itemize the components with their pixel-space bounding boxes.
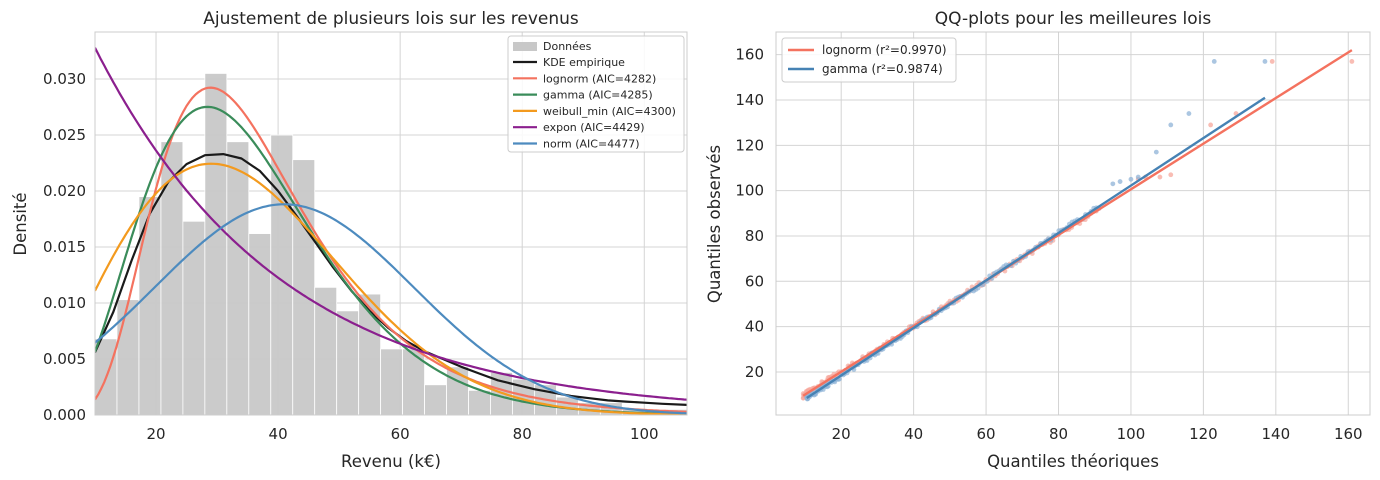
histogram-bar	[336, 310, 360, 416]
legend-label-norm: norm (AIC=4477)	[543, 138, 640, 151]
histogram-bar	[314, 286, 338, 416]
histogram-bar	[248, 233, 272, 416]
right-y-tick-label: 160	[735, 46, 764, 64]
left-x-tick-label: 60	[391, 425, 410, 443]
qq-point	[1211, 59, 1217, 64]
curve-lognorm	[95, 86, 687, 413]
qq-line-lognorm	[802, 49, 1353, 397]
legend-label-lognorm: lognorm (AIC=4282)	[543, 72, 656, 85]
right-reference-lines	[802, 49, 1353, 400]
legend-label-gamma: gamma (AIC=4285)	[543, 89, 653, 102]
qq-point	[1128, 176, 1134, 182]
right-chart-title: QQ-plots pour les meilleures lois	[935, 9, 1212, 29]
right-legend-label: gamma (r²=0.9874)	[822, 62, 943, 76]
right-y-axis-label: Quantiles observés	[705, 145, 724, 303]
histogram-bar	[138, 196, 162, 416]
histogram-bar	[204, 73, 228, 416]
qq-point	[1135, 174, 1141, 180]
left-x-tick-label: 100	[630, 425, 659, 443]
right-y-ticks: 20 40 60 80 100 120 140 160	[735, 46, 764, 381]
left-x-axis-label: Revenu (k€)	[341, 452, 441, 471]
right-x-tick-label: 120	[1189, 425, 1218, 443]
curve-expon	[95, 47, 687, 401]
right-axes-frame	[775, 31, 1371, 416]
legend-label-donnees: Données	[543, 40, 592, 53]
qq-line-gamma	[806, 96, 1266, 400]
qq-point	[1349, 59, 1355, 64]
curve-weibull	[95, 162, 687, 415]
left-axes-frame	[94, 31, 688, 416]
legend-label-expon: expon (AIC=4429)	[543, 121, 645, 134]
right-x-tick-label: 20	[832, 425, 851, 443]
qq-point	[1208, 122, 1214, 128]
left-y-tick-label: 0.025	[43, 126, 86, 144]
histogram-bar	[116, 299, 140, 416]
left-y-ticks: 0.000 0.005 0.010 0.015 0.020 0.025 0.030	[43, 70, 86, 424]
right-x-tick-label: 40	[904, 425, 923, 443]
left-chart: Ajustement de plusieurs lois sur les rev…	[11, 9, 688, 471]
histogram-bar	[468, 389, 491, 416]
left-y-tick-label: 0.010	[43, 294, 86, 312]
legend-swatch-donnees	[513, 42, 537, 51]
histogram-bar	[226, 141, 250, 416]
right-y-tick-label: 40	[745, 318, 764, 336]
right-y-tick-label: 140	[735, 91, 764, 109]
right-grid	[776, 32, 1370, 415]
qq-point	[1186, 111, 1192, 116]
left-x-tick-label: 20	[146, 425, 165, 443]
right-legend: lognorm (r²=0.9970) gamma (r²=0.9874)	[781, 37, 957, 83]
right-x-tick-label: 100	[1117, 425, 1146, 443]
right-x-tick-label: 80	[1049, 425, 1068, 443]
left-y-tick-label: 0.020	[43, 182, 86, 200]
right-y-tick-label: 60	[745, 272, 764, 290]
qq-point	[1168, 172, 1174, 178]
legend-label-kde: KDE empirique	[543, 56, 625, 69]
right-legend-box	[781, 37, 957, 83]
qq-point	[1262, 59, 1268, 64]
left-y-axis-label: Densité	[11, 192, 30, 255]
right-y-tick-label: 80	[745, 227, 764, 245]
left-legend-box	[507, 35, 685, 153]
qq-point	[1117, 179, 1123, 184]
right-y-tick-label: 100	[735, 182, 764, 200]
qq-point	[1269, 59, 1275, 64]
left-chart-title: Ajustement de plusieurs lois sur les rev…	[203, 9, 579, 29]
qq-point	[1168, 122, 1174, 128]
right-chart: QQ-plots pour les meilleures lois 20 40 60…	[705, 9, 1371, 471]
right-x-axis-label: Quantiles théoriques	[987, 452, 1159, 471]
left-y-tick-label: 0.000	[43, 406, 86, 424]
qq-point	[1157, 174, 1163, 180]
histogram-bar	[380, 348, 403, 416]
left-y-tick-label: 0.030	[43, 70, 86, 88]
left-x-tick-label: 40	[269, 425, 288, 443]
left-histogram	[94, 73, 688, 416]
left-y-tick-label: 0.005	[43, 350, 86, 368]
left-legend: Données KDE empirique lognorm (AIC=4282) ga…	[507, 35, 685, 153]
qq-point	[1110, 181, 1116, 187]
curve-norm	[95, 203, 687, 415]
left-curves	[95, 47, 687, 415]
qq-point	[1153, 149, 1159, 155]
right-x-tick-label: 160	[1334, 425, 1363, 443]
right-y-tick-label: 20	[745, 363, 764, 381]
left-y-tick-label: 0.015	[43, 238, 86, 256]
histogram-bar	[424, 384, 447, 416]
right-legend-label: lognorm (r²=0.9970)	[822, 43, 947, 57]
right-x-ticks: 20 40 60 80 100 120 140 160	[832, 425, 1363, 443]
right-x-tick-label: 140	[1262, 425, 1291, 443]
legend-label-weibull: weibull_min (AIC=4300)	[543, 105, 676, 118]
left-x-tick-label: 80	[513, 425, 532, 443]
right-x-tick-label: 60	[977, 425, 996, 443]
left-x-ticks: 20 40 60 80 100	[146, 425, 658, 443]
right-y-tick-label: 120	[735, 136, 764, 154]
